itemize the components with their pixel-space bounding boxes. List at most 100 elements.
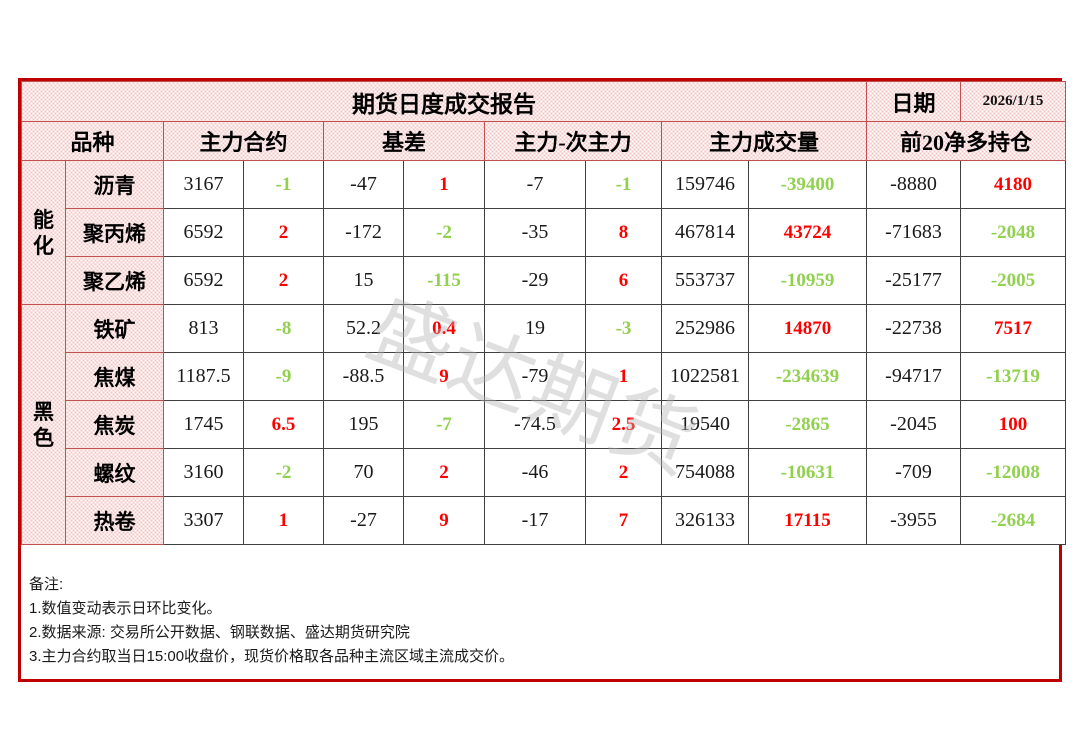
change-cell: 17115	[748, 496, 867, 545]
report-title: 期货日度成交报告	[21, 81, 867, 122]
change-cell: -2	[243, 448, 324, 497]
value-cell: 1187.5	[163, 352, 244, 401]
value-cell: 6592	[163, 256, 244, 305]
variety-name: 沥青	[65, 160, 164, 209]
group-label-1: 黑色	[21, 304, 66, 545]
title-row: 期货日度成交报告 日期 2026/1/15	[21, 81, 1066, 122]
value-cell: -3955	[866, 496, 961, 545]
value-cell: -35	[484, 208, 586, 257]
change-cell: -2005	[960, 256, 1066, 305]
date-value: 2026/1/15	[960, 81, 1066, 122]
change-cell: -3	[585, 304, 662, 353]
date-label: 日期	[866, 81, 961, 122]
change-cell: 100	[960, 400, 1066, 449]
change-cell: 8	[585, 208, 662, 257]
value-cell: 6592	[163, 208, 244, 257]
variety-name: 螺纹	[65, 448, 164, 497]
change-cell: 14870	[748, 304, 867, 353]
value-cell: -29	[484, 256, 586, 305]
value-cell: -17	[484, 496, 586, 545]
change-cell: -234639	[748, 352, 867, 401]
value-cell: 19540	[661, 400, 749, 449]
value-cell: 1022581	[661, 352, 749, 401]
value-cell: 754088	[661, 448, 749, 497]
value-cell: -709	[866, 448, 961, 497]
change-cell: 2	[585, 448, 662, 497]
value-cell: -27	[323, 496, 404, 545]
value-cell: 813	[163, 304, 244, 353]
footnote-line: 3.主力合约取当日15:00收盘价，现货价格取各品种主流区域主流成交价。	[29, 648, 515, 665]
change-cell: 2	[243, 256, 324, 305]
change-cell: 43724	[748, 208, 867, 257]
col-header-basis: 基差	[323, 121, 485, 161]
footnotes: 备注: 1.数值变动表示日环比变化。 2.数据来源: 交易所公开数据、钢联数据、…	[29, 573, 514, 669]
change-cell: -8	[243, 304, 324, 353]
value-cell: -172	[323, 208, 404, 257]
table-row: 能化沥青 3167 -1 -47 1 -7 -1 159746 -39400 -8880 4180	[21, 160, 1066, 305]
value-cell: 195	[323, 400, 404, 449]
change-cell: 2.5	[585, 400, 662, 449]
change-cell: -10631	[748, 448, 867, 497]
change-cell: 4180	[960, 160, 1066, 209]
value-cell: 70	[323, 448, 404, 497]
value-cell: 19	[484, 304, 586, 353]
change-cell: -12008	[960, 448, 1066, 497]
value-cell: -94717	[866, 352, 961, 401]
table-row: 焦炭 1745 6.5 195 -7 -74.5 2.5 19540 -2865 -2045 100	[22, 400, 1066, 449]
col-header-main-contract: 主力合约	[163, 121, 324, 161]
change-cell: 9	[403, 352, 485, 401]
table-row: 热卷 3307 1 -27 9 -17 7 326133 17115 -3955 -2684	[22, 496, 1066, 545]
value-cell: -25177	[866, 256, 961, 305]
value-cell: 15	[323, 256, 404, 305]
change-cell: -1	[585, 160, 662, 209]
table-row: 聚丙烯 6592 2 -172 -2 -35 8 467814 43724 -71683 -2048	[22, 208, 1066, 257]
report-frame: 期货日度成交报告 日期 2026/1/15 品种 主力合约 基差 主力-次主力 …	[18, 78, 1066, 682]
change-cell: 0.4	[403, 304, 485, 353]
table-row: 黑色铁矿 813 -8 52.2 0.4 19 -3 252986 14870 -22738 751…	[21, 304, 1066, 545]
value-cell: -71683	[866, 208, 961, 257]
footnote-line: 备注:	[29, 576, 64, 593]
value-cell: 553737	[661, 256, 749, 305]
change-cell: -7	[403, 400, 485, 449]
value-cell: 3167	[163, 160, 244, 209]
change-cell: -13719	[960, 352, 1066, 401]
col-header-top20-net-long: 前20净多持仓	[866, 121, 1066, 161]
change-cell: 2	[403, 448, 485, 497]
change-cell: 7	[585, 496, 662, 545]
footnote-line: 1.数值变动表示日环比变化。	[29, 600, 222, 617]
value-cell: -74.5	[484, 400, 586, 449]
report-table: 期货日度成交报告 日期 2026/1/15 品种 主力合约 基差 主力-次主力 …	[21, 81, 1066, 545]
change-cell: -1	[243, 160, 324, 209]
change-cell: 2	[243, 208, 324, 257]
table-row: 螺纹 3160 -2 70 2 -46 2 754088 -10631 -709 -12008	[22, 448, 1066, 497]
change-cell: -2865	[748, 400, 867, 449]
value-cell: 52.2	[323, 304, 404, 353]
change-cell: 1	[243, 496, 324, 545]
value-cell: 3307	[163, 496, 244, 545]
variety-name: 聚丙烯	[65, 208, 164, 257]
column-header-row: 品种 主力合约 基差 主力-次主力 主力成交量 前20净多持仓	[21, 121, 1066, 161]
variety-name: 铁矿	[65, 304, 164, 353]
value-cell: 252986	[661, 304, 749, 353]
change-cell: 1	[403, 160, 485, 209]
change-cell: -10959	[748, 256, 867, 305]
table-row: 聚乙烯 6592 2 15 -115 -29 6 553737 -10959 -25177 -200…	[22, 256, 1066, 305]
value-cell: -79	[484, 352, 586, 401]
table-row: 焦煤 1187.5 -9 -88.5 9 -79 1 1022581 -234639 -94717…	[22, 352, 1066, 401]
change-cell: 6.5	[243, 400, 324, 449]
value-cell: 1745	[163, 400, 244, 449]
value-cell: 326133	[661, 496, 749, 545]
change-cell: -39400	[748, 160, 867, 209]
change-cell: -9	[243, 352, 324, 401]
variety-name: 焦炭	[65, 400, 164, 449]
change-cell: -2048	[960, 208, 1066, 257]
change-cell: -2684	[960, 496, 1066, 545]
value-cell: -22738	[866, 304, 961, 353]
col-header-variety: 品种	[21, 121, 164, 161]
variety-name: 聚乙烯	[65, 256, 164, 305]
change-cell: 9	[403, 496, 485, 545]
footnote-line: 2.数据来源: 交易所公开数据、钢联数据、盛达期货研究院	[29, 624, 410, 641]
value-cell: 3160	[163, 448, 244, 497]
change-cell: -115	[403, 256, 485, 305]
value-cell: -2045	[866, 400, 961, 449]
